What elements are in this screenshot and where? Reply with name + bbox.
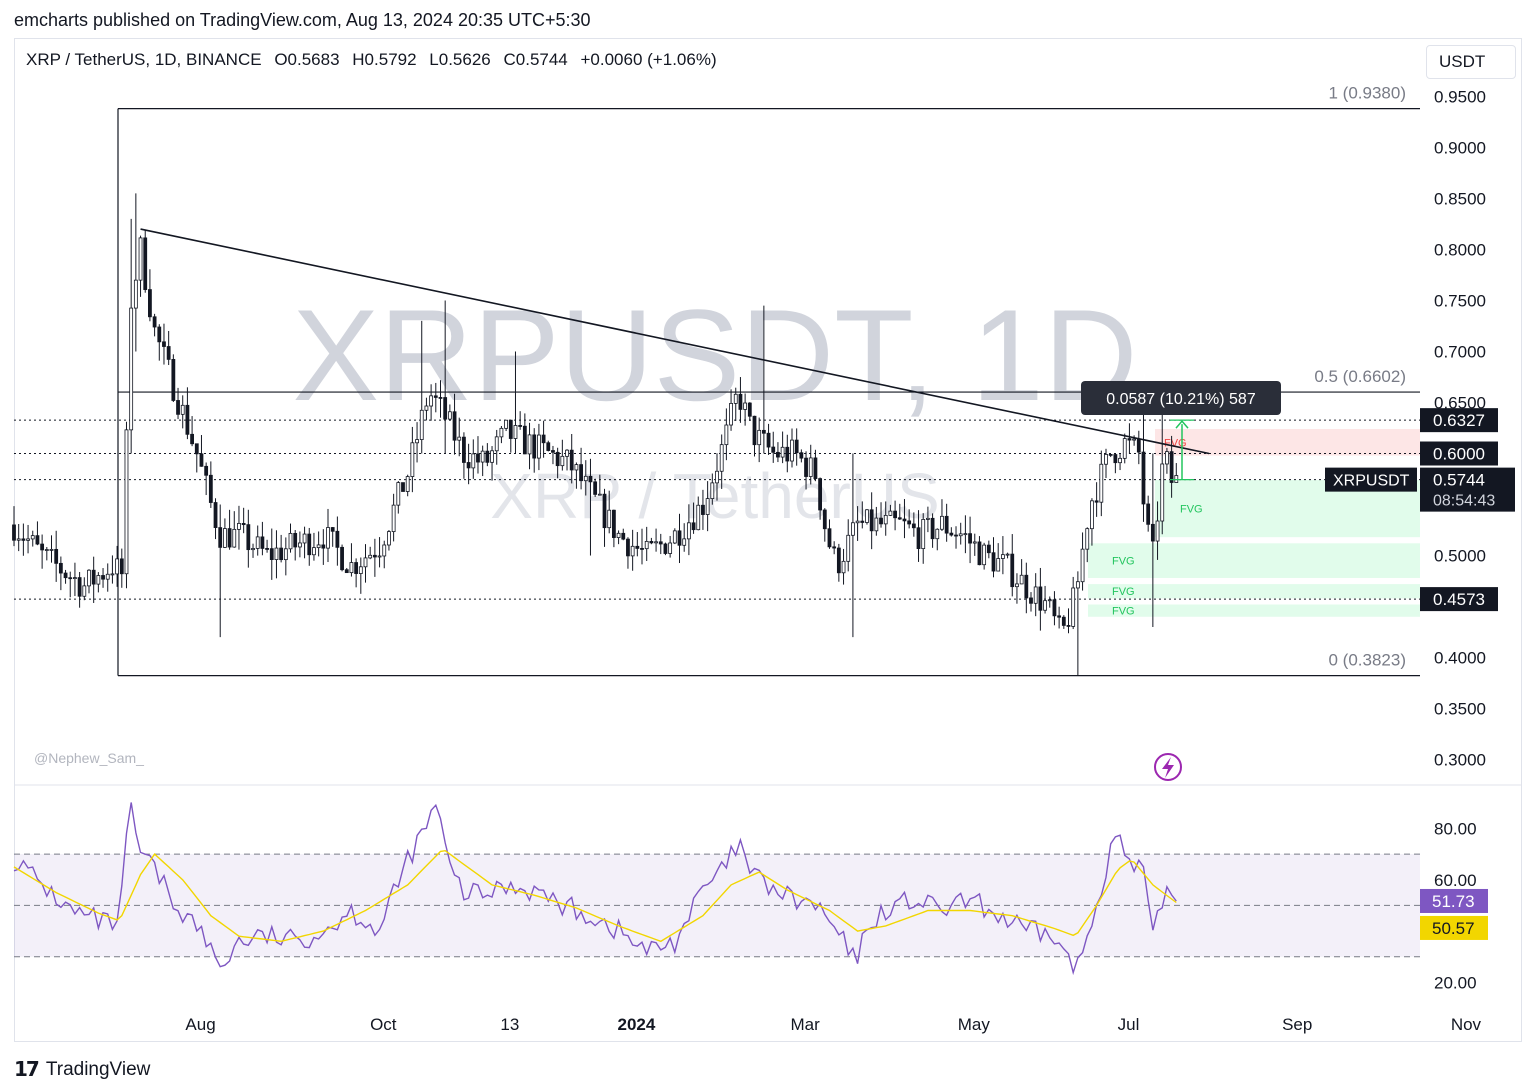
ohlc-low: L0.5626: [429, 50, 491, 69]
ohlc-change: +0.0060 (+1.06%): [580, 50, 717, 69]
ohlc-high: H0.5792: [352, 50, 417, 69]
symbol-header: XRP / TetherUS, 1D, BINANCE O0.5683 H0.5…: [26, 50, 725, 70]
currency-button[interactable]: USDT: [1426, 45, 1516, 79]
publish-caption: emcharts published on TradingView.com, A…: [14, 10, 591, 30]
tradingview-logo[interactable]: 𝟭𝟳 TradingView: [14, 1057, 150, 1082]
tradingview-mark-icon: 𝟭𝟳: [14, 1059, 40, 1081]
chart-frame: [14, 38, 1522, 1042]
brand-name: TradingView: [45, 1058, 151, 1080]
ohlc-close: C0.5744: [503, 50, 568, 69]
author-tag: @Nephew_Sam_: [34, 750, 144, 766]
ohlc-open: O0.5683: [274, 50, 340, 69]
symbol-name[interactable]: XRP / TetherUS, 1D, BINANCE: [26, 50, 262, 69]
